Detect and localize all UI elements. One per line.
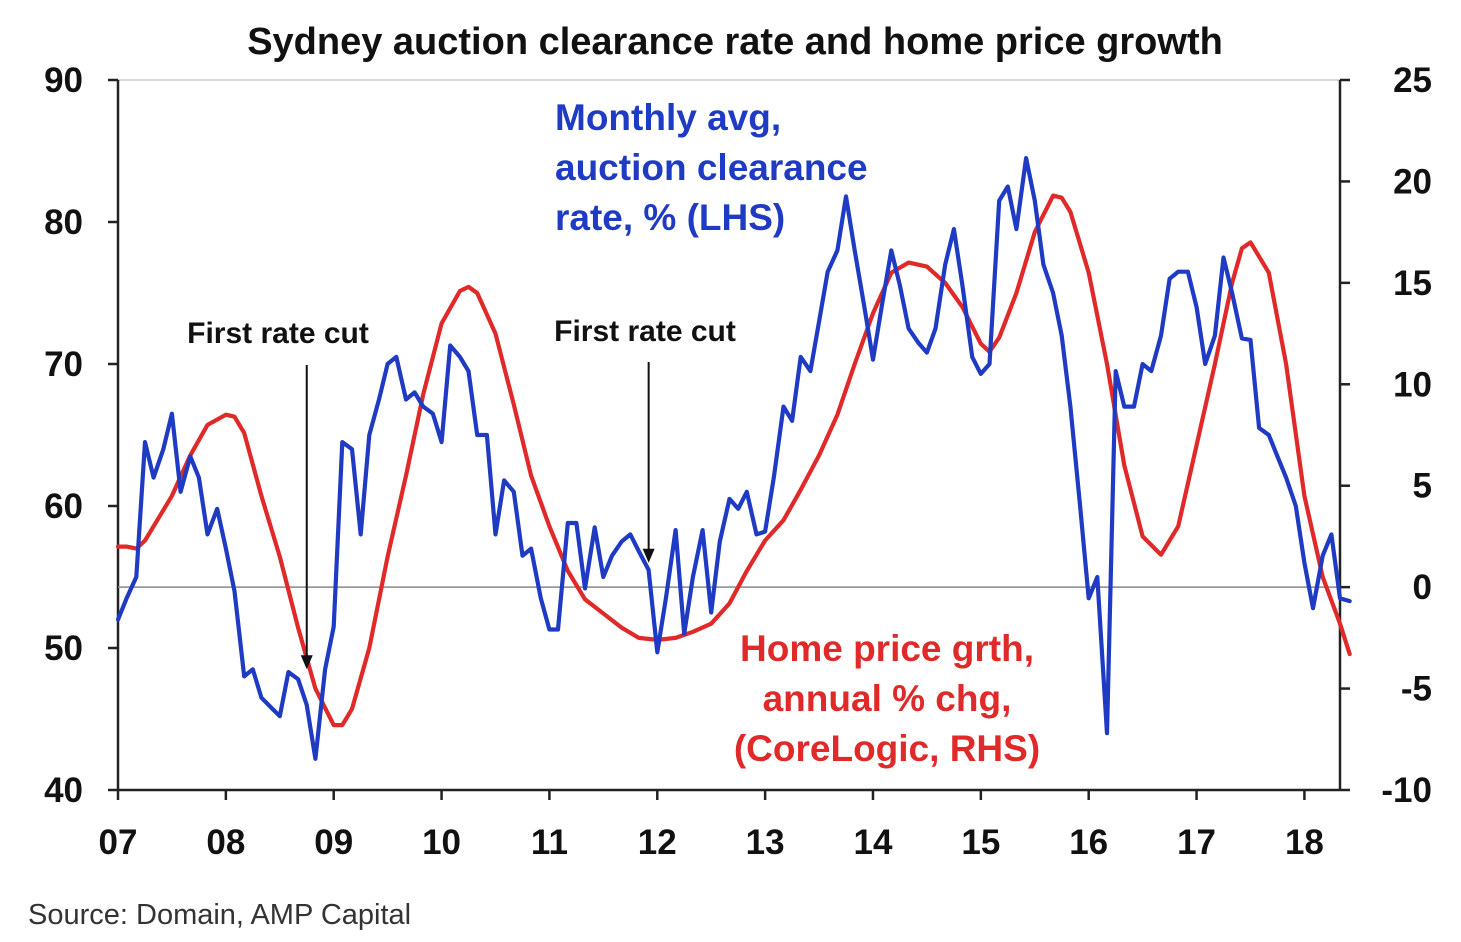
home-price-label-line-2: annual % chg, bbox=[763, 678, 1012, 719]
rate-cut-label-1: First rate cut bbox=[187, 317, 369, 350]
left-tick-label: 50 bbox=[44, 629, 83, 668]
home-price-growth-line bbox=[115, 193, 1352, 728]
right-tick-label: -10 bbox=[1381, 771, 1432, 810]
rate-cut-arrowhead-2 bbox=[642, 548, 655, 563]
x-tick-label: 07 bbox=[99, 823, 138, 862]
x-tick-label: 10 bbox=[422, 823, 461, 862]
clearance-rate-label: Monthly avg, auction clearance rate, % (… bbox=[555, 97, 868, 238]
clearance-rate-line bbox=[115, 156, 1352, 761]
clearance-label-line-3: rate, % (LHS) bbox=[555, 197, 785, 238]
right-tick-label: 15 bbox=[1393, 264, 1432, 303]
x-tick-label: 13 bbox=[746, 823, 785, 862]
right-tick-label: 20 bbox=[1393, 162, 1432, 201]
x-tick-label: 11 bbox=[531, 823, 568, 862]
x-tick-label: 08 bbox=[206, 823, 245, 862]
chart-title: Sydney auction clearance rate and home p… bbox=[247, 21, 1223, 63]
home-price-label-line-3: (CoreLogic, RHS) bbox=[734, 728, 1040, 769]
x-tick-label: 17 bbox=[1177, 823, 1216, 862]
right-tick-label: 5 bbox=[1413, 467, 1432, 506]
right-tick-label: 10 bbox=[1393, 365, 1432, 404]
x-tick-label: 12 bbox=[638, 823, 677, 862]
left-tick-label: 60 bbox=[44, 487, 83, 526]
home-price-label: Home price grth, annual % chg, (CoreLogi… bbox=[734, 628, 1040, 769]
clearance-label-line-2: auction clearance bbox=[555, 147, 868, 188]
x-tick-label: 16 bbox=[1069, 823, 1108, 862]
x-tick-label: 09 bbox=[314, 823, 353, 862]
home-price-label-line-1: Home price grth, bbox=[740, 628, 1034, 669]
left-tick-label: 70 bbox=[44, 345, 83, 384]
rate-cut-annotation-2: First rate cut bbox=[554, 315, 736, 563]
rate-cut-label-2: First rate cut bbox=[554, 315, 736, 348]
right-tick-label: -5 bbox=[1401, 670, 1432, 709]
ticks-layer: 40 50 60 70 80 90 -10 -5 0 5 10 15 20 25 07 08 09 10 11 12 1… bbox=[44, 61, 1432, 862]
x-tick-label: 14 bbox=[854, 823, 893, 862]
x-tick-label: 15 bbox=[961, 823, 1000, 862]
left-tick-label: 90 bbox=[44, 61, 83, 100]
x-tick-label: 18 bbox=[1285, 823, 1324, 862]
rate-cut-arrowhead-1 bbox=[300, 655, 313, 670]
rate-cut-annotation-1: First rate cut bbox=[187, 317, 369, 670]
source-note: Source: Domain, AMP Capital bbox=[28, 899, 411, 931]
right-tick-label: 25 bbox=[1393, 61, 1432, 100]
left-tick-label: 80 bbox=[44, 203, 83, 242]
clearance-label-line-1: Monthly avg, bbox=[555, 97, 781, 138]
right-tick-label: 0 bbox=[1413, 568, 1432, 607]
left-tick-label: 40 bbox=[44, 771, 83, 810]
series-layer bbox=[115, 156, 1352, 761]
